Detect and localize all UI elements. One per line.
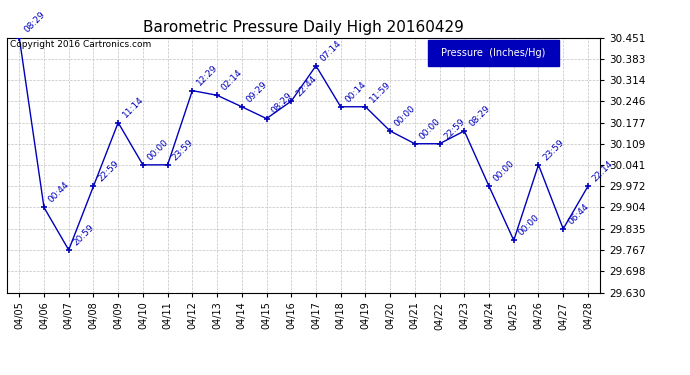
Title: Barometric Pressure Daily High 20160429: Barometric Pressure Daily High 20160429 (143, 20, 464, 35)
Text: 00:14: 00:14 (344, 80, 368, 104)
Text: 00:00: 00:00 (146, 137, 170, 162)
Text: 22:44: 22:44 (294, 74, 318, 98)
Text: 12:29: 12:29 (195, 63, 219, 88)
Text: 11:14: 11:14 (121, 95, 146, 120)
Text: 07:14: 07:14 (319, 38, 344, 63)
Text: 22:14: 22:14 (591, 159, 615, 183)
Text: 22:59: 22:59 (442, 117, 467, 141)
Text: 09:29: 09:29 (244, 80, 269, 104)
Text: Pressure  (Inches/Hg): Pressure (Inches/Hg) (442, 48, 546, 58)
Text: 00:00: 00:00 (517, 213, 541, 237)
Text: 02:14: 02:14 (220, 68, 244, 93)
Text: 00:00: 00:00 (492, 159, 517, 183)
Text: 00:00: 00:00 (393, 104, 417, 128)
Text: 00:00: 00:00 (417, 116, 442, 141)
Text: 08:29: 08:29 (269, 91, 294, 116)
FancyBboxPatch shape (428, 40, 559, 66)
Text: 23:59: 23:59 (541, 138, 566, 162)
Text: Copyright 2016 Cartronics.com: Copyright 2016 Cartronics.com (10, 40, 151, 49)
Text: 08:29: 08:29 (22, 10, 47, 35)
Text: 06:44: 06:44 (566, 202, 591, 226)
Text: 22:59: 22:59 (96, 159, 121, 183)
Text: 20:59: 20:59 (72, 223, 96, 247)
Text: 23:59: 23:59 (170, 138, 195, 162)
Text: 00:44: 00:44 (47, 180, 71, 205)
Text: 08:29: 08:29 (467, 104, 492, 128)
Text: 11:59: 11:59 (368, 80, 393, 104)
